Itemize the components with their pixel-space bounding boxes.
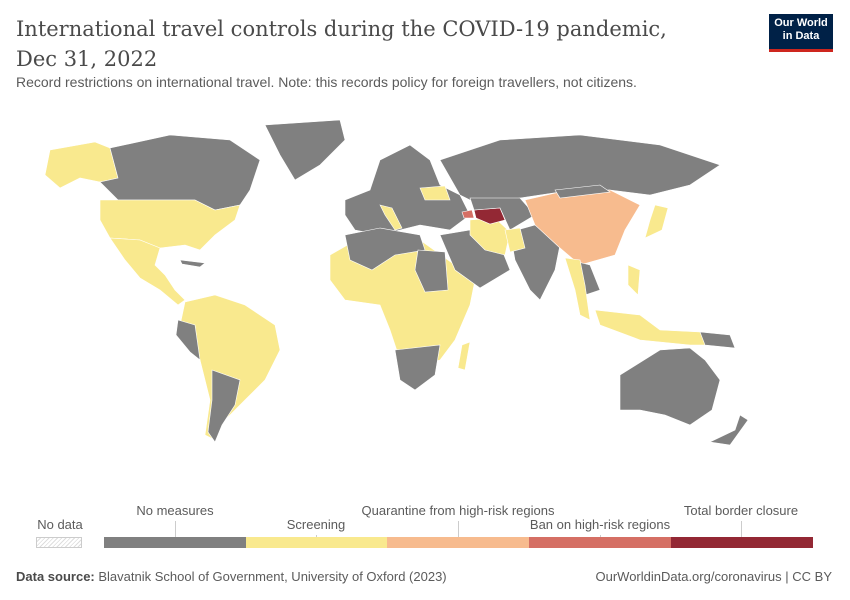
legend-swatch-ban[interactable] [529, 537, 671, 548]
region-south-america-screening[interactable] [177, 294, 281, 441]
legend-label-no-measures: No measures [136, 503, 214, 518]
country-pakistan[interactable] [504, 227, 526, 253]
country-cuba[interactable] [179, 259, 206, 268]
region-southern-africa[interactable] [394, 344, 441, 391]
country-peru[interactable] [175, 319, 201, 361]
legend-swatch-no-data[interactable] [36, 537, 82, 548]
country-sudan[interactable] [414, 249, 449, 293]
world-map[interactable] [0, 120, 850, 460]
legend-swatch-quarantine[interactable] [387, 537, 529, 548]
legend-swatch-total-closure[interactable] [671, 537, 813, 548]
country-philippines[interactable] [627, 264, 641, 296]
country-argentina[interactable] [207, 369, 241, 443]
country-canada[interactable] [99, 134, 261, 211]
region-myanmar-thailand[interactable] [564, 257, 591, 321]
country-ukraine[interactable] [419, 185, 451, 201]
legend-label-ban: Ban on high-risk regions [529, 517, 671, 532]
country-australia[interactable] [619, 347, 721, 426]
country-greenland[interactable] [264, 120, 346, 181]
legend-label-no-data: No data [37, 517, 83, 532]
data-source-text: Blavatnik School of Government, Universi… [98, 569, 447, 584]
data-source: Data source: Blavatnik School of Governm… [16, 569, 447, 584]
chart-title: International travel controls during the… [16, 17, 667, 71]
country-new-zealand[interactable] [708, 414, 749, 446]
region-north-africa-no-measures[interactable] [344, 227, 426, 271]
chart-subtitle: Record restrictions on international tra… [16, 74, 637, 90]
country-japan[interactable] [644, 204, 669, 239]
owid-logo[interactable]: Our World in Data [769, 14, 833, 52]
country-azerbaijan[interactable] [461, 209, 475, 219]
legend-swatch-no-measures[interactable] [104, 537, 246, 548]
country-mexico[interactable] [109, 237, 186, 306]
legend: No data No measures Screening Quarantine… [0, 495, 850, 555]
data-source-label: Data source: [16, 569, 95, 584]
legend-swatch-screening[interactable] [246, 537, 387, 548]
country-italy[interactable] [379, 204, 403, 231]
country-mongolia[interactable] [554, 184, 611, 199]
legend-label-total-closure: Total border closure [683, 503, 799, 518]
legend-label-screening: Screening [286, 517, 346, 532]
legend-label-quarantine: Quarantine from high-risk regions [361, 503, 555, 518]
country-madagascar[interactable] [457, 341, 471, 371]
footer-link[interactable]: OurWorldinData.org/coronavirus | CC BY [595, 569, 832, 584]
country-png[interactable] [699, 331, 736, 349]
